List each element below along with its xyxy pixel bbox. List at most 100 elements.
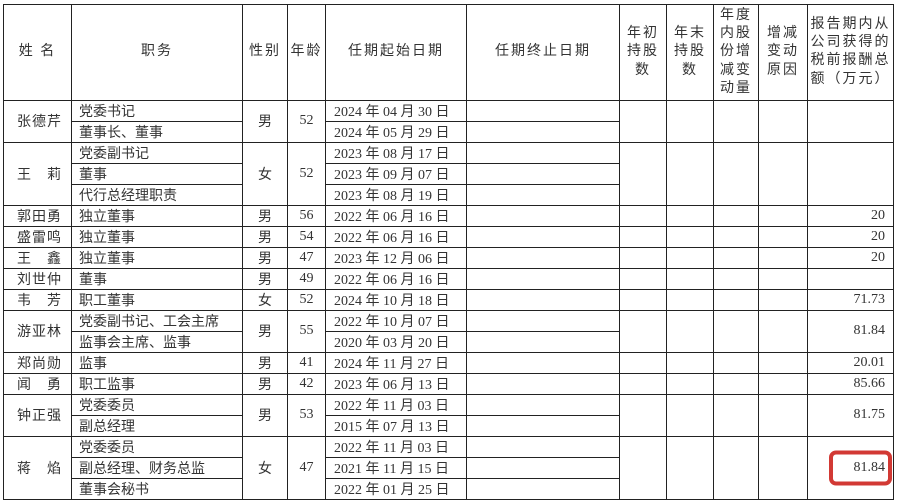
term-start-cell: 2015 年 07 月 13 日 bbox=[325, 414, 467, 437]
shares-begin-cell bbox=[619, 225, 667, 248]
term-start-cell: 2024 年 11 月 27 日 bbox=[325, 351, 467, 374]
shares-end-cell bbox=[666, 99, 714, 143]
change-reason-cell bbox=[758, 99, 808, 143]
share-change-cell bbox=[713, 309, 759, 353]
gender-cell: 男 bbox=[242, 246, 288, 269]
term-start-cell: 2022 年 01 月 25 日 bbox=[325, 477, 467, 500]
share-change-cell bbox=[713, 99, 759, 143]
term-end-cell bbox=[466, 246, 620, 269]
name-cell: 韦 芳 bbox=[3, 288, 72, 311]
table-row: 韦 芳职工董事女 52 2024 年 10 月 18 日 71.73 bbox=[3, 288, 894, 311]
compensation-value: 85.66 bbox=[853, 375, 886, 391]
table-row: 闻 勇职工监事男 42 2023 年 06 月 13 日 85.66 bbox=[3, 372, 894, 395]
position-cell: 副总经理 bbox=[71, 414, 243, 437]
term-end-cell bbox=[466, 288, 620, 311]
change-reason-cell bbox=[758, 288, 808, 311]
shares-end-cell bbox=[666, 372, 714, 395]
shares-end-cell bbox=[666, 267, 714, 290]
age-cell: 52 bbox=[287, 288, 326, 311]
compensation-cell: 81.84 bbox=[807, 435, 894, 500]
term-end-cell bbox=[466, 141, 620, 164]
compensation-cell: 20 bbox=[807, 225, 894, 248]
table-row: 刘世仲 董事男 49 2022 年 06 月 16 日 bbox=[3, 267, 894, 290]
compensation-cell: 71.73 bbox=[807, 288, 894, 311]
position-cell: 监事 bbox=[71, 351, 243, 374]
age-cell: 41 bbox=[287, 351, 326, 374]
position-cell: 副总经理、财务总监 bbox=[71, 456, 243, 479]
table-row: 王 鑫独立董事男 47 2023 年 12 月 06 日 20 bbox=[3, 246, 894, 269]
term-start-cell: 2023 年 06 月 13 日 bbox=[325, 372, 467, 395]
position-cell: 董事 bbox=[71, 267, 243, 290]
column-header-share_change: 年度内股份增减变动量 bbox=[713, 4, 759, 101]
compensation-value: 81.84 bbox=[853, 323, 886, 339]
change-reason-cell bbox=[758, 204, 808, 227]
term-start-cell: 2023 年 09 月 07 日 bbox=[325, 162, 467, 185]
age-cell: 47 bbox=[287, 435, 326, 500]
position-cell: 党委副书记 bbox=[71, 141, 243, 164]
age-cell: 49 bbox=[287, 267, 326, 290]
share-change-cell bbox=[713, 393, 759, 437]
shares-begin-cell bbox=[619, 351, 667, 374]
name-cell: 盛雷鸣 bbox=[3, 225, 72, 248]
change-reason-cell bbox=[758, 351, 808, 374]
gender-cell: 女 bbox=[242, 288, 288, 311]
executive-table-container: 姓 名职务 性别 年龄 任期起始日期 任期终止日期 年初持股数 年末持股数 年度内股份增减变动… bbox=[3, 4, 894, 500]
column-header-compensation: 报告期内从公司获得的税前报酬总额（万元） bbox=[807, 4, 894, 101]
shares-begin-cell bbox=[619, 288, 667, 311]
compensation-cell: 20 bbox=[807, 246, 894, 269]
position-cell: 独立董事 bbox=[71, 204, 243, 227]
column-header-gender: 性别 bbox=[242, 4, 288, 101]
table-row: 游亚林 党委副书记、工会主席男 55 2022 年 10 月 07 日 81.84 bbox=[3, 309, 894, 353]
term-end-cell bbox=[466, 477, 620, 500]
share-change-cell bbox=[713, 141, 759, 206]
age-cell: 52 bbox=[287, 99, 326, 143]
position-cell: 党委委员 bbox=[71, 393, 243, 416]
term-end-cell bbox=[466, 99, 620, 122]
gender-cell: 男 bbox=[242, 204, 288, 227]
term-start-cell: 2021 年 11 月 15 日 bbox=[325, 456, 467, 479]
compensation-value: 20 bbox=[871, 228, 885, 244]
column-header-shares_end: 年末持股数 bbox=[666, 4, 714, 101]
header-row: 姓 名职务 性别 年龄 任期起始日期 任期终止日期 年初持股数 年末持股数 年度内股份增减变动… bbox=[3, 4, 894, 101]
age-cell: 54 bbox=[287, 225, 326, 248]
term-start-cell: 2024 年 04 月 30 日 bbox=[325, 99, 467, 122]
share-change-cell bbox=[713, 351, 759, 374]
column-header-change_reason: 增减变动原因 bbox=[758, 4, 808, 101]
table-header: 姓 名职务 性别 年龄 任期起始日期 任期终止日期 年初持股数 年末持股数 年度内股份增减变动… bbox=[3, 4, 894, 101]
table-row: 蒋 焰党委委员女 47 2022 年 11 月 03 日 81.84 bbox=[3, 435, 894, 500]
shares-begin-cell bbox=[619, 141, 667, 206]
shares-end-cell bbox=[666, 204, 714, 227]
shares-begin-cell bbox=[619, 309, 667, 353]
share-change-cell bbox=[713, 246, 759, 269]
compensation-cell: 20 bbox=[807, 204, 894, 227]
term-end-cell bbox=[466, 435, 620, 458]
age-cell: 55 bbox=[287, 309, 326, 353]
age-cell: 52 bbox=[287, 141, 326, 206]
share-change-cell bbox=[713, 288, 759, 311]
shares-begin-cell bbox=[619, 267, 667, 290]
name-cell: 郑尚勋 bbox=[3, 351, 72, 374]
compensation-cell bbox=[807, 99, 894, 143]
shares-end-cell bbox=[666, 351, 714, 374]
age-cell: 56 bbox=[287, 204, 326, 227]
gender-cell: 女 bbox=[242, 435, 288, 500]
term-end-cell bbox=[466, 309, 620, 332]
compensation-value: 81.84 bbox=[853, 459, 886, 475]
term-start-cell: 2024 年 10 月 18 日 bbox=[325, 288, 467, 311]
shares-begin-cell bbox=[619, 204, 667, 227]
term-start-cell: 2023 年 08 月 19 日 bbox=[325, 183, 467, 206]
position-cell: 代行总经理职责 bbox=[71, 183, 243, 206]
shares-begin-cell bbox=[619, 393, 667, 437]
position-cell: 董事 bbox=[71, 162, 243, 185]
term-end-cell bbox=[466, 204, 620, 227]
table-row: 副总经理 2015 年 07 月 13 日 bbox=[4, 414, 894, 437]
share-change-cell bbox=[713, 204, 759, 227]
compensation-value: 20 bbox=[871, 249, 885, 265]
shares-end-cell bbox=[666, 246, 714, 269]
table-row: 郑尚勋 监事男 41 2024 年 11 月 27 日 20.01 bbox=[3, 351, 894, 374]
compensation-cell: 20.01 bbox=[807, 351, 894, 374]
gender-cell: 男 bbox=[242, 372, 288, 395]
gender-cell: 男 bbox=[242, 99, 288, 143]
shares-end-cell bbox=[666, 393, 714, 437]
gender-cell: 男 bbox=[242, 309, 288, 353]
